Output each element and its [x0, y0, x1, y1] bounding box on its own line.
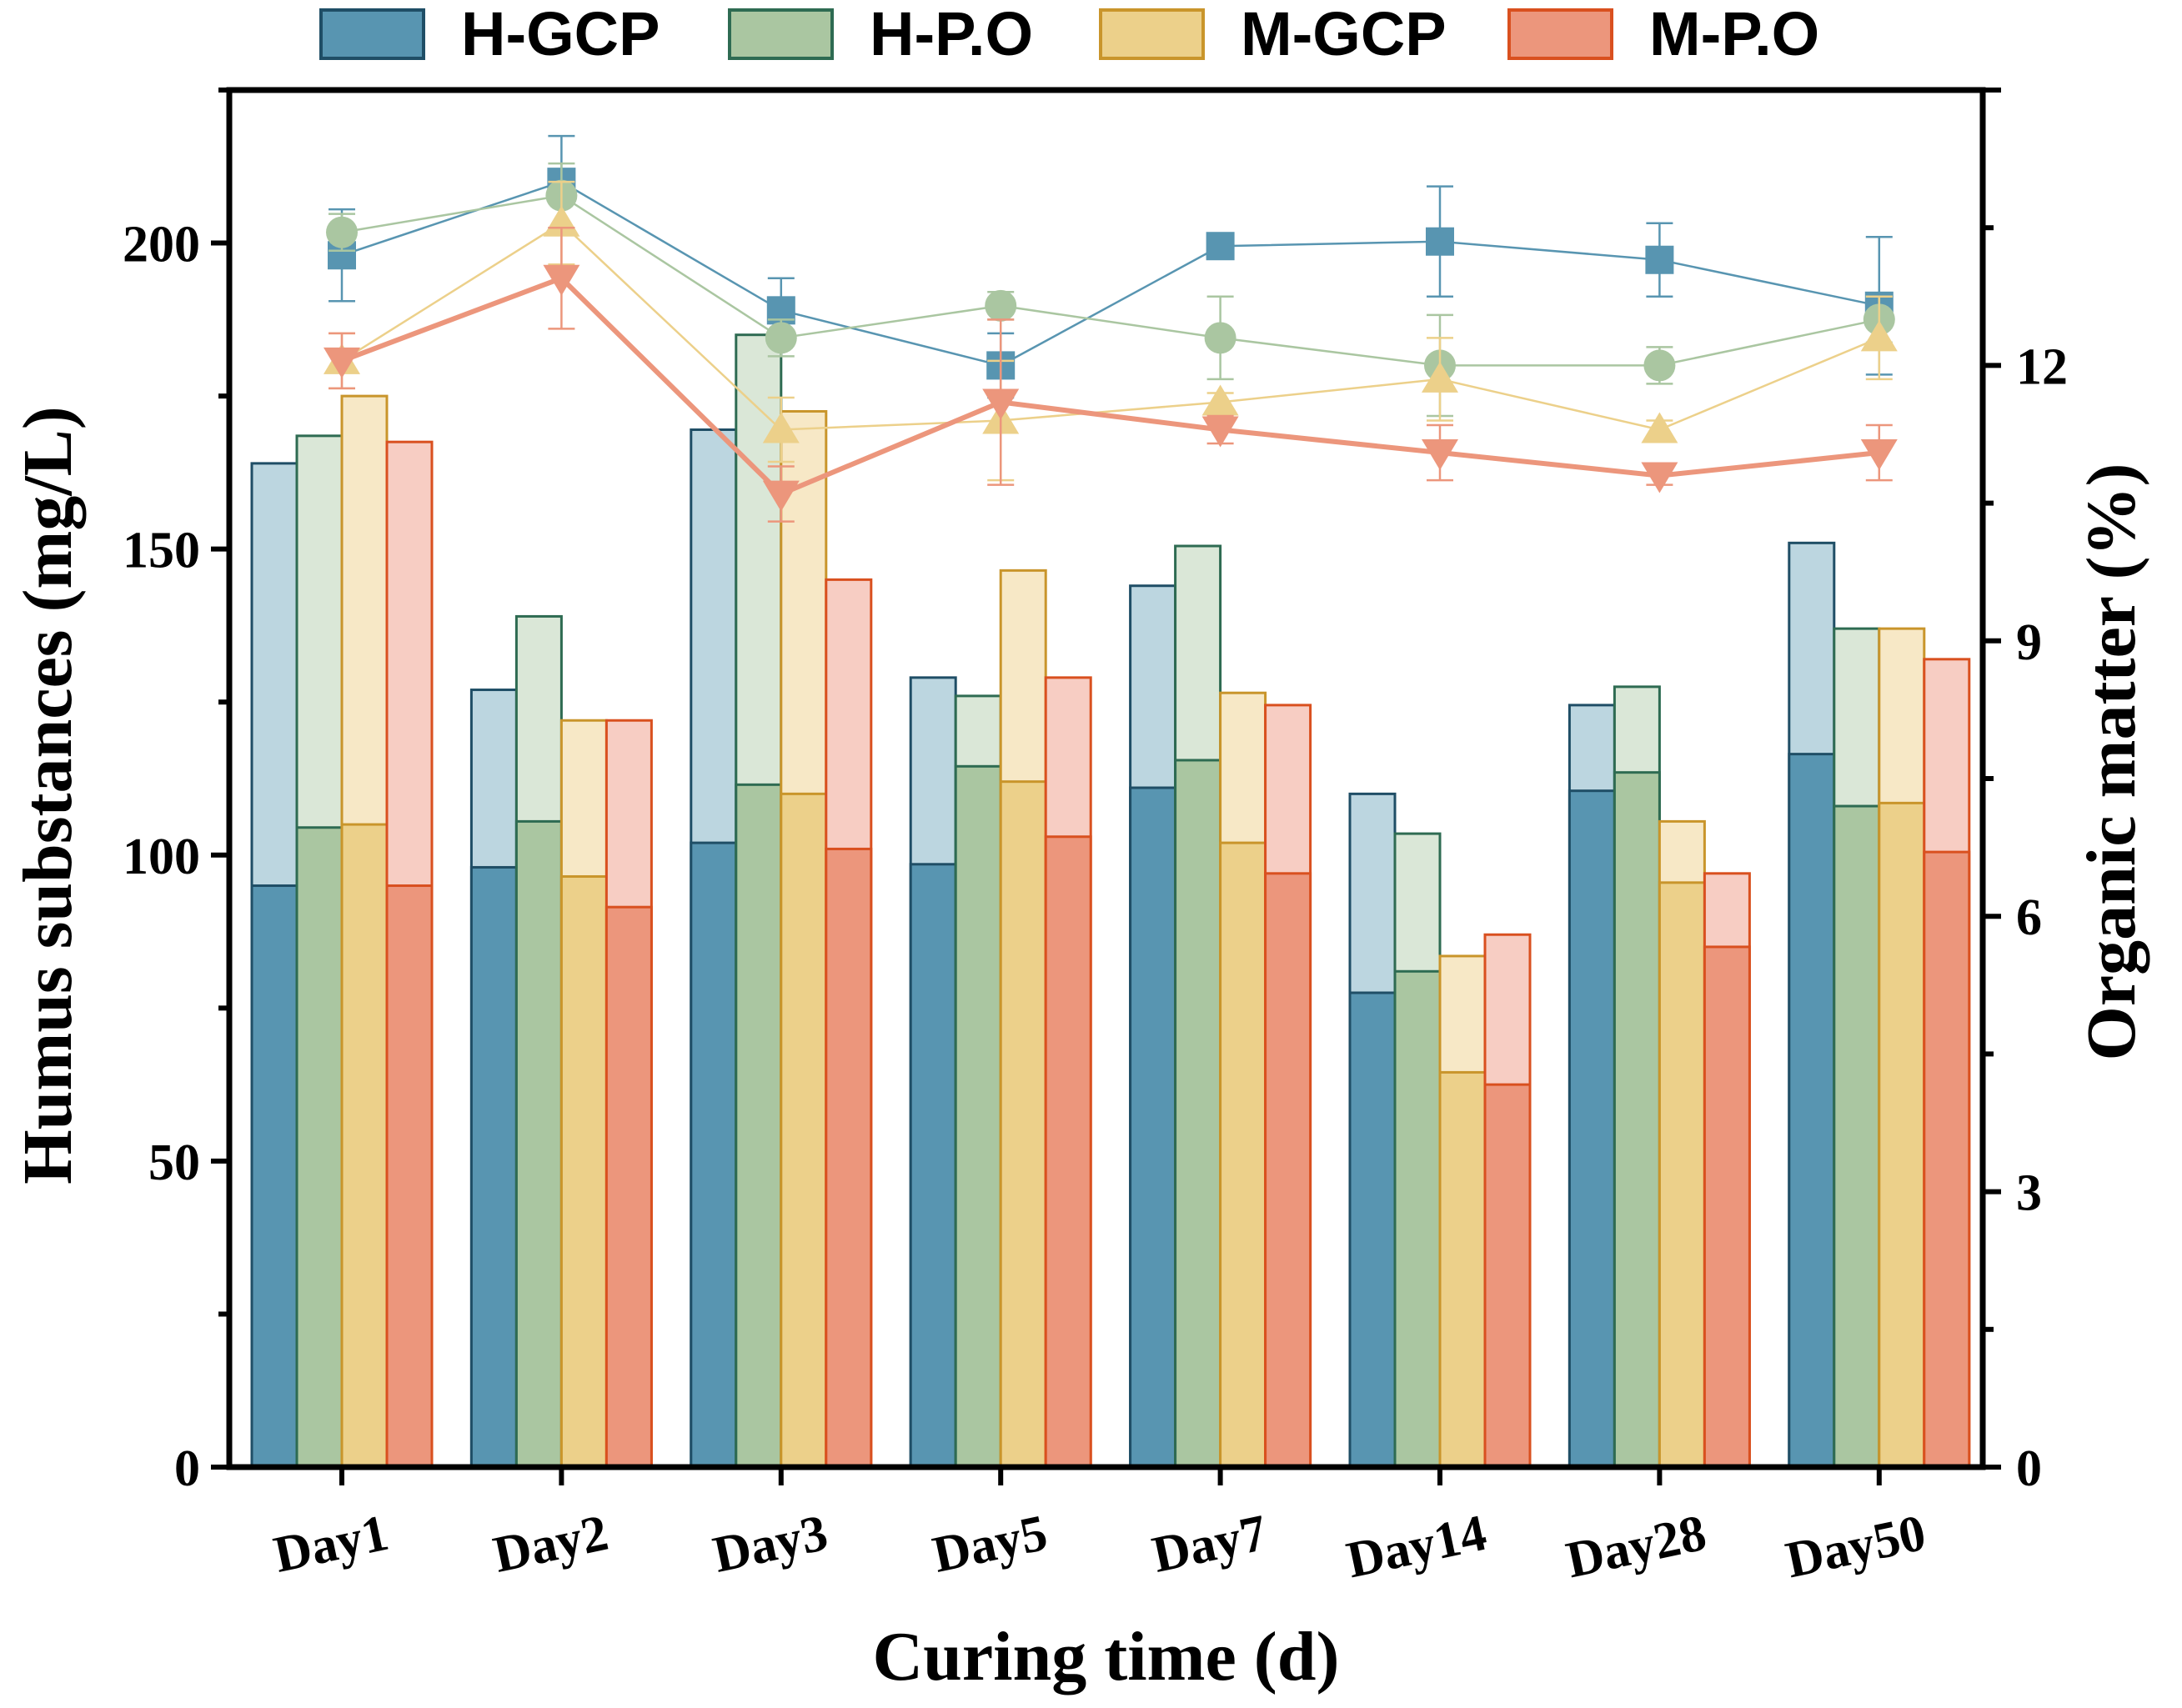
right-tick-label: 12 — [2016, 338, 2068, 395]
marker-m-gcp-day50 — [1860, 320, 1898, 352]
bar-lower-h-p-o-day50 — [1833, 804, 1881, 1469]
line-h-p-o — [341, 194, 1880, 367]
line-group — [324, 134, 1898, 523]
marker-h-p-o-day7 — [1204, 322, 1236, 354]
bar-lower-h-gcp-day1 — [250, 884, 298, 1469]
bar-lower-h-p-o-day1 — [295, 826, 344, 1469]
line-m-gcp — [341, 222, 1880, 431]
bar-lower-m-gcp-day50 — [1878, 801, 1926, 1469]
bar-lower-m-gcp-day1 — [340, 823, 389, 1469]
bar-lower-m-gcp-day7 — [1219, 841, 1267, 1469]
right-tick-label: 9 — [2016, 614, 2042, 671]
marker-m-p-o-day2 — [543, 264, 580, 296]
bar-lower-h-gcp-day7 — [1129, 786, 1177, 1469]
bar-lower-m-p-o-day5 — [1044, 835, 1092, 1469]
marker-m-p-o-day3 — [762, 480, 800, 512]
bar-lower-h-p-o-day7 — [1174, 759, 1222, 1469]
marker-m-p-o-day5 — [982, 388, 1020, 420]
bar-lower-h-gcp-day14 — [1348, 991, 1397, 1469]
marker-m-p-o-day7 — [1201, 416, 1239, 448]
legend-swatch-m-gcp — [1099, 8, 1205, 60]
marker-m-gcp-day7 — [1201, 384, 1239, 416]
marker-m-p-o-day28 — [1641, 462, 1678, 493]
bar-lower-h-gcp-day5 — [909, 863, 957, 1469]
marker-m-gcp-day28 — [1641, 412, 1678, 443]
bar-lower-m-gcp-day3 — [780, 792, 828, 1469]
marker-h-p-o-day1 — [326, 216, 358, 248]
marker-h-p-o-day3 — [765, 322, 797, 354]
left-tick-label: 100 — [123, 829, 200, 885]
x-axis-title: Curing time (d) — [873, 1618, 1340, 1695]
line-m-p-o — [340, 275, 1880, 498]
bar-lower-m-p-o-day14 — [1483, 1083, 1532, 1469]
x-axis: Day1 Day2 Day3 Day5 Day7 Day14 Day28 Day50 — [269, 1467, 1930, 1590]
line-h-gcp — [341, 180, 1880, 367]
legend-label-h-p-o: H-P.O — [870, 0, 1033, 68]
bar-lower-h-p-o-day2 — [514, 819, 563, 1469]
legend-label-m-p-o: M-P.O — [1649, 0, 1819, 68]
y-axis-title-right: Organic matter (%) — [2073, 463, 2150, 1061]
y-axis-title-left: Humus substances (mg/L) — [9, 406, 87, 1184]
marker-m-p-o-day14 — [1422, 439, 1458, 471]
marker-h-gcp-day14 — [1426, 227, 1454, 256]
x-tick-label-day14: Day14 — [1342, 1505, 1491, 1590]
bar-lower-m-p-o-day28 — [1703, 945, 1751, 1469]
left-axis: 0 50 100 150 200 — [123, 88, 229, 1497]
bar-lower-m-p-o-day50 — [1923, 850, 1971, 1469]
bar-lower-m-gcp-day2 — [559, 874, 608, 1469]
left-tick-label: 200 — [123, 217, 200, 273]
marker-h-gcp-day7 — [1206, 232, 1235, 261]
marker-h-p-o-day5 — [985, 289, 1017, 322]
x-tick-label-day7: Day7 — [1147, 1505, 1272, 1584]
left-tick-label: 0 — [174, 1440, 200, 1497]
right-tick-label: 3 — [2016, 1165, 2042, 1222]
bar-lower-h-gcp-day2 — [469, 865, 518, 1469]
marker-h-p-o-day28 — [1643, 349, 1676, 382]
legend-label-h-gcp: H-GCP — [461, 0, 660, 68]
bar-lower-m-p-o-day7 — [1264, 872, 1312, 1469]
x-tick-label-day28: Day28 — [1562, 1505, 1711, 1590]
marker-m-p-o-day50 — [1860, 439, 1898, 471]
bar-lower-m-gcp-day14 — [1438, 1070, 1487, 1469]
x-tick-label-day1: Day1 — [269, 1505, 394, 1584]
x-tick-label-day2: Day2 — [489, 1505, 613, 1584]
x-tick-label-day5: Day5 — [928, 1505, 1052, 1584]
marker-m-gcp-day3 — [762, 412, 800, 443]
x-tick-label-day3: Day3 — [708, 1505, 832, 1584]
bar-lower-h-gcp-day50 — [1788, 753, 1836, 1469]
legend-swatch-h-gcp — [319, 8, 425, 60]
x-tick-label-day50: Day50 — [1781, 1505, 1930, 1590]
bar-lower-h-gcp-day3 — [690, 841, 738, 1469]
marker-m-gcp-day14 — [1422, 361, 1458, 393]
right-tick-label: 6 — [2016, 889, 2042, 946]
bar-lower-m-p-o-day2 — [604, 905, 653, 1469]
bar-lower-m-gcp-day5 — [999, 780, 1047, 1469]
legend-swatch-m-p-o — [1507, 8, 1613, 60]
bar-lower-m-p-o-day3 — [825, 847, 873, 1469]
bar-lower-h-p-o-day5 — [954, 764, 1002, 1469]
bar-lower-h-p-o-day28 — [1613, 771, 1661, 1469]
marker-h-gcp-day28 — [1645, 245, 1674, 274]
marker-m-p-o-day1 — [324, 347, 360, 378]
bar-lower-h-p-o-day14 — [1393, 969, 1442, 1469]
legend-label-m-gcp: M-GCP — [1241, 0, 1447, 68]
bar-lower-m-p-o-day1 — [385, 884, 434, 1469]
left-tick-label: 50 — [148, 1134, 200, 1191]
right-axis: 0 3 6 9 12 — [1983, 88, 2068, 1497]
legend-swatch-h-p-o — [728, 8, 834, 60]
right-tick-label: 0 — [2016, 1440, 2042, 1497]
bar-lower-h-gcp-day28 — [1568, 789, 1616, 1469]
left-tick-label: 150 — [123, 523, 200, 579]
bar-lower-m-gcp-day28 — [1658, 881, 1706, 1469]
bar-group — [250, 333, 1971, 1469]
legend: H-GCP H-P.O M-GCP M-P.O — [319, 0, 1819, 68]
bar-lower-h-p-o-day3 — [735, 783, 783, 1469]
